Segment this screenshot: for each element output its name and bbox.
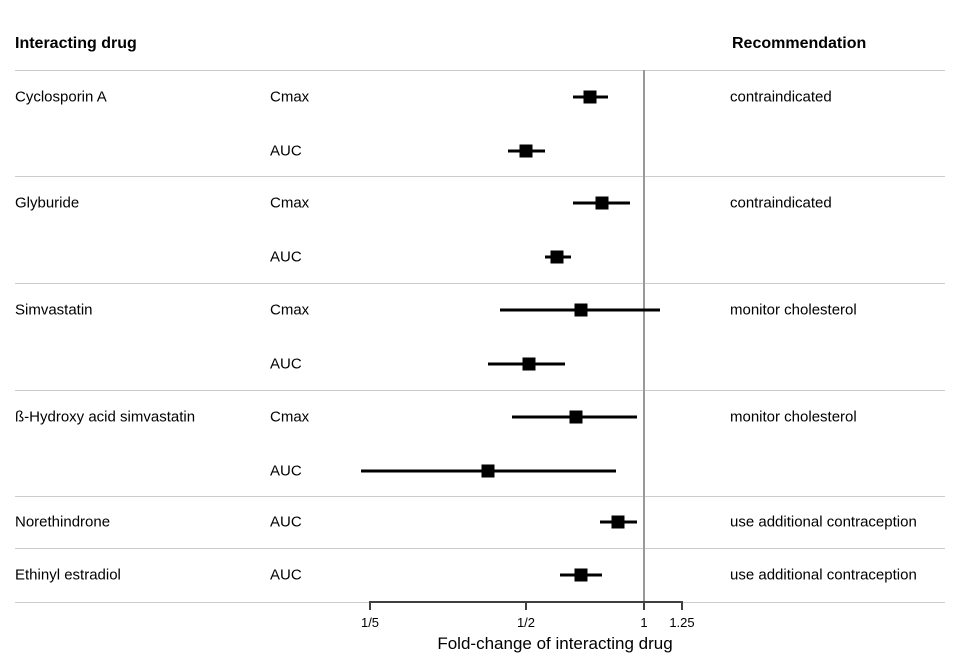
recommendation-text: monitor cholesterol — [730, 408, 857, 426]
column-header-recommendation: Recommendation — [732, 35, 867, 52]
row-separator — [15, 548, 945, 549]
x-axis-tick-label: 1.25 — [669, 615, 695, 630]
drug-name: Norethindrone — [15, 513, 111, 531]
estimate-marker — [611, 515, 625, 529]
drug-name: Simvastatin — [15, 301, 93, 319]
x-axis-line — [369, 601, 683, 603]
x-axis-tick-label: 1/5 — [360, 615, 380, 630]
measure-label: AUC — [270, 462, 302, 479]
measure-label: Cmax — [270, 408, 310, 426]
x-axis-title: Fold-change of interacting drug — [437, 634, 673, 653]
estimate-marker — [583, 90, 597, 104]
x-axis-tick — [643, 603, 645, 610]
row-separator — [15, 176, 945, 177]
estimate-marker — [481, 464, 495, 477]
recommendation-text: monitor cholesterol — [730, 301, 857, 319]
row-separator — [15, 70, 945, 71]
measure-label: Cmax — [270, 194, 310, 212]
reference-line — [643, 70, 645, 602]
measure-label: AUC — [270, 248, 302, 265]
estimate-marker — [595, 196, 609, 210]
drug-name: Glyburide — [15, 194, 80, 212]
measure-label: Cmax — [270, 88, 310, 106]
estimate-marker — [519, 144, 533, 157]
estimate-marker — [574, 568, 588, 582]
x-axis-tick-label: 1/2 — [516, 615, 536, 630]
estimate-marker — [550, 250, 564, 263]
recommendation-text: contraindicated — [730, 194, 832, 212]
x-axis-tick-label: 1 — [640, 615, 648, 630]
recommendation-text: contraindicated — [730, 88, 832, 106]
drug-name: Ethinyl estradiol — [15, 566, 121, 584]
column-header-interacting-drug: Interacting drug — [15, 35, 137, 52]
measure-label: AUC — [270, 513, 302, 531]
x-axis-tick — [681, 603, 683, 610]
measure-label: AUC — [270, 355, 302, 372]
row-separator — [15, 283, 945, 284]
recommendation-text: use additional contraception — [730, 566, 917, 584]
row-separator — [15, 496, 945, 497]
x-axis-tick — [525, 603, 527, 610]
estimate-marker — [522, 357, 536, 370]
measure-label: Cmax — [270, 301, 310, 319]
drug-name: Cyclosporin A — [15, 88, 107, 106]
x-axis-tick — [369, 603, 371, 610]
drug-name: ß-Hydroxy acid simvastatin — [15, 408, 196, 426]
row-separator — [15, 390, 945, 391]
measure-label: AUC — [270, 142, 302, 159]
recommendation-text: use additional contraception — [730, 513, 917, 531]
estimate-marker — [569, 410, 583, 424]
measure-label: AUC — [270, 566, 302, 584]
estimate-marker — [574, 303, 588, 317]
